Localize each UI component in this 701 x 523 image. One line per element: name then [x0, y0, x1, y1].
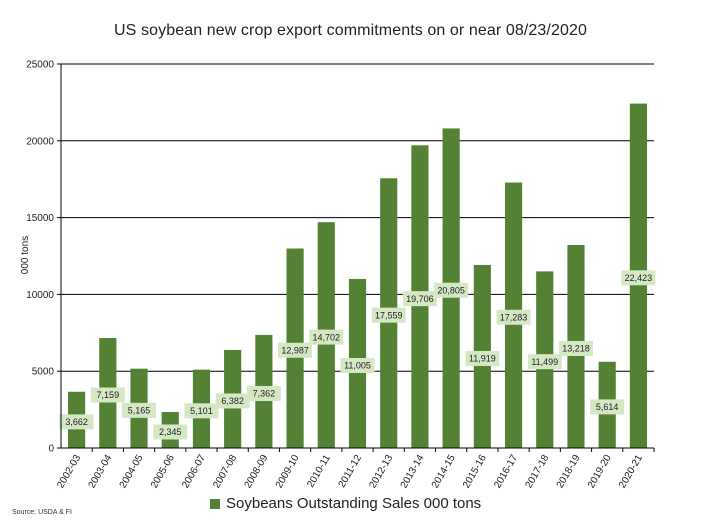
data-label-box	[465, 350, 500, 366]
data-label-box	[90, 387, 125, 403]
y-axis-label: 000 tons	[20, 236, 31, 274]
x-tick-label: 2015-16	[461, 453, 489, 491]
source-note: Source: USDA & FI	[12, 509, 72, 516]
y-tick-label: 15000	[26, 213, 54, 224]
data-label-box	[621, 270, 656, 286]
data-label: 11,499	[531, 357, 558, 367]
data-label: 14,702	[313, 332, 341, 342]
data-label: 19,706	[406, 294, 434, 304]
data-label-box	[309, 329, 344, 345]
data-label-box	[122, 402, 157, 418]
x-tick-label: 2009-10	[274, 453, 302, 491]
x-tick-label: 2020-21	[617, 453, 645, 491]
y-tick-label: 5000	[32, 367, 55, 378]
x-tick-label: 2007-08	[211, 453, 239, 491]
x-tick-label: 2017-18	[523, 453, 551, 491]
data-label: 11,005	[344, 361, 371, 371]
data-label-box	[434, 282, 469, 298]
data-label: 6,382	[221, 396, 244, 406]
x-tick-label: 2013-14	[399, 453, 427, 491]
data-label: 12,987	[281, 345, 309, 355]
legend-label: Soybeans Outstanding Sales 000 tons	[226, 495, 482, 512]
data-label-box	[527, 354, 562, 370]
data-label: 17,283	[500, 312, 528, 322]
data-label-box	[340, 357, 375, 373]
data-label-box	[215, 393, 250, 409]
data-label: 3,662	[65, 417, 88, 427]
x-tick-label: 2012-13	[367, 453, 395, 491]
y-tick-label: 25000	[26, 60, 54, 71]
data-label-box	[371, 307, 406, 323]
data-label: 17,559	[375, 310, 403, 320]
data-label: 5,165	[128, 406, 151, 416]
data-label: 5,101	[190, 406, 213, 416]
y-tick-label: 0	[48, 444, 54, 455]
data-label: 20,805	[437, 285, 465, 295]
x-tick-label: 2005-06	[149, 453, 177, 491]
x-tick-label: 2014-15	[430, 453, 458, 491]
data-label: 7,159	[97, 390, 120, 400]
x-tick-label: 2010-11	[305, 453, 333, 490]
x-tick-label: 2011-12	[337, 453, 365, 490]
x-tick-label: 2018-19	[555, 453, 583, 491]
data-label-box	[496, 309, 531, 325]
data-label: 2,345	[159, 427, 182, 437]
data-label-box	[278, 342, 313, 358]
x-tick-label: 2004-05	[118, 453, 146, 491]
data-label-box	[153, 424, 188, 440]
data-label-box	[246, 385, 281, 401]
data-labels: 3,662 7,159 5,165 2,345 5,101 6,382 7,362 12,98…	[59, 270, 656, 440]
x-tick-label: 2016-17	[492, 453, 520, 491]
y-tick-label: 10000	[26, 290, 54, 301]
data-label: 11,919	[469, 354, 496, 364]
data-label-box	[402, 291, 437, 307]
x-tick-label: 2003-04	[87, 453, 115, 491]
legend-swatch	[210, 498, 220, 509]
legend: Soybeans Outstanding Sales 000 tons	[210, 495, 481, 512]
x-tick-label: 2019-20	[586, 453, 614, 491]
data-label-box	[558, 340, 593, 356]
data-label: 22,423	[625, 273, 653, 283]
data-label-box	[590, 399, 625, 415]
data-label-box	[59, 414, 94, 430]
data-label: 13,218	[562, 344, 590, 354]
data-label: 7,362	[253, 389, 276, 399]
data-label: 5,614	[596, 402, 619, 412]
x-tick-label: 2008-09	[243, 453, 271, 491]
x-tick-label: 2002-03	[55, 453, 83, 491]
data-label-box	[184, 403, 219, 419]
y-tick-label: 20000	[26, 136, 54, 147]
chart-title: US soybean new crop export commitments o…	[114, 22, 587, 39]
x-tick-label: 2006-07	[180, 453, 208, 491]
bars	[68, 103, 647, 449]
